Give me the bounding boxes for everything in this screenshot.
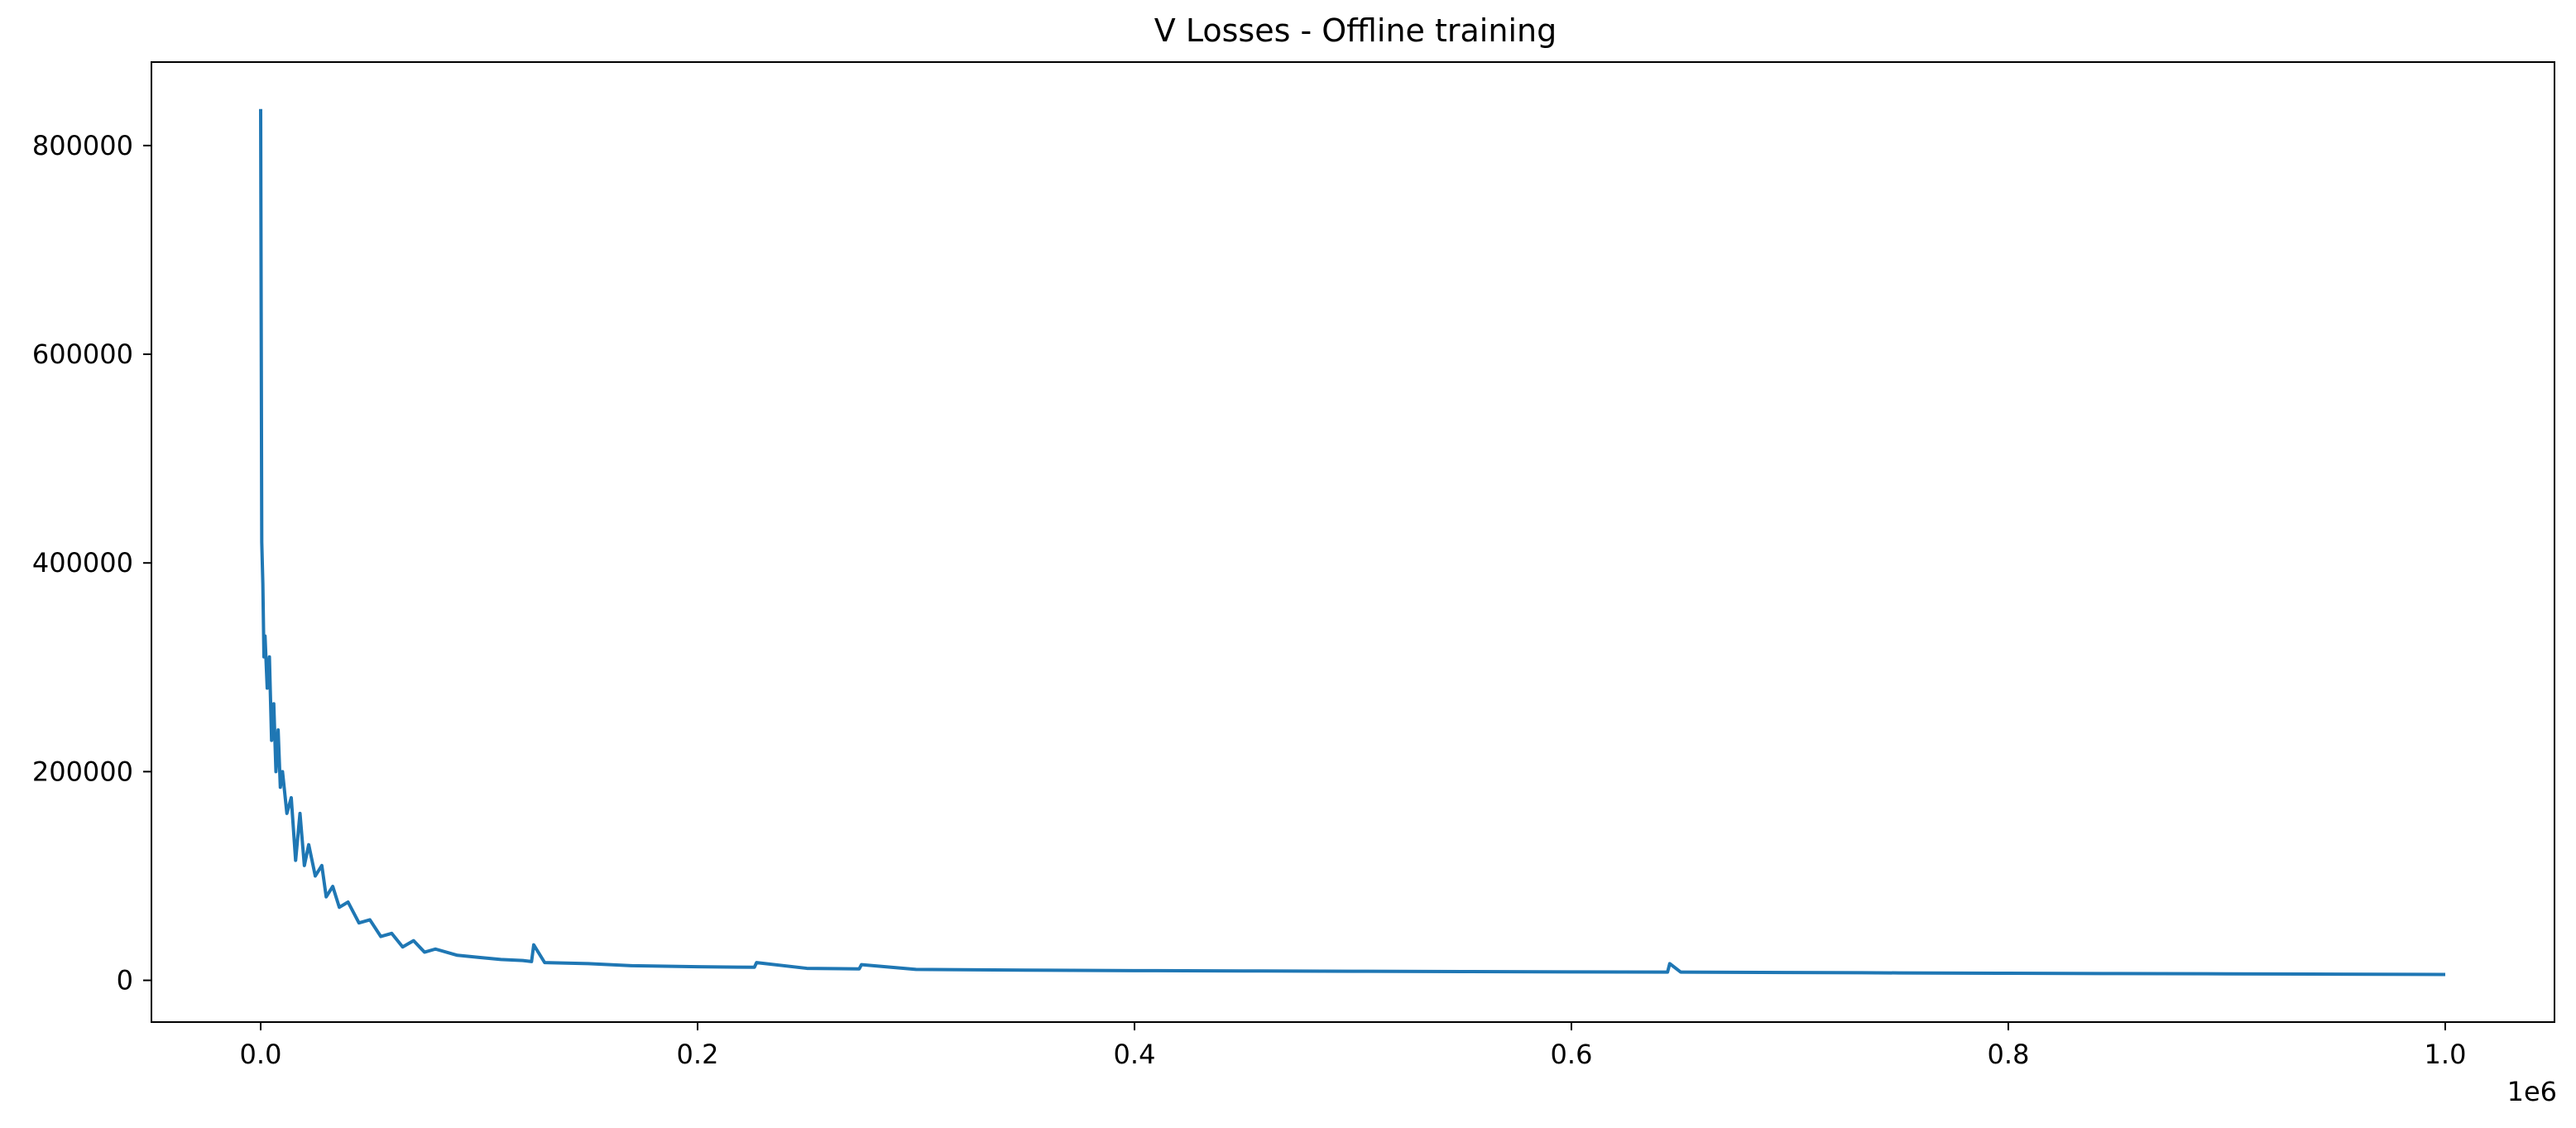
axes-frame — [151, 61, 2555, 1023]
x-tick-label: 0.4 — [1114, 1039, 1156, 1070]
y-tick-label: 200000 — [32, 756, 133, 787]
y-tick-label: 600000 — [32, 338, 133, 370]
y-tick-label: 400000 — [32, 547, 133, 578]
x-tick-label: 0.2 — [677, 1039, 719, 1070]
plot-area — [259, 108, 2446, 977]
y-tick-label: 0 — [117, 965, 133, 996]
x-tick-label: 0.8 — [1988, 1039, 2030, 1070]
x-tick-label: 0.6 — [1551, 1039, 1593, 1070]
x-axis-offset-label: 1e6 — [2507, 1076, 2557, 1107]
chart-title: V Losses - Offline training — [1154, 12, 1557, 49]
x-tick-label: 1.0 — [2425, 1039, 2467, 1070]
series-line-0 — [259, 108, 2446, 977]
y-tick-label: 800000 — [32, 130, 133, 161]
axes: 0.0 0.2 0.4 0.6 0.8 1.0 0 200000 400000 600000 800… — [32, 61, 2555, 1070]
x-tick-label: 0.0 — [240, 1039, 282, 1070]
